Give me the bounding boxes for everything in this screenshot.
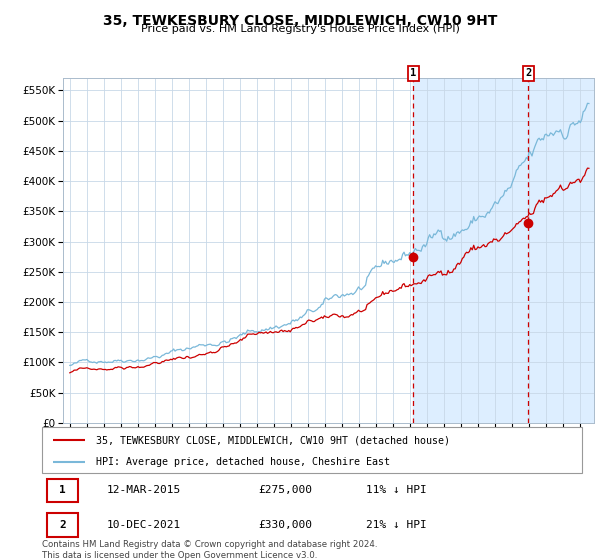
Text: £275,000: £275,000 — [258, 486, 312, 496]
Text: 11% ↓ HPI: 11% ↓ HPI — [366, 486, 427, 496]
Text: 2: 2 — [525, 68, 532, 78]
FancyBboxPatch shape — [47, 513, 77, 537]
Text: 35, TEWKESBURY CLOSE, MIDDLEWICH, CW10 9HT (detached house): 35, TEWKESBURY CLOSE, MIDDLEWICH, CW10 9… — [96, 435, 450, 445]
Text: 21% ↓ HPI: 21% ↓ HPI — [366, 520, 427, 530]
FancyBboxPatch shape — [47, 478, 77, 502]
Text: 2: 2 — [59, 520, 66, 530]
Text: 1: 1 — [59, 486, 66, 496]
Text: Price paid vs. HM Land Registry's House Price Index (HPI): Price paid vs. HM Land Registry's House … — [140, 24, 460, 34]
Text: Contains HM Land Registry data © Crown copyright and database right 2024.
This d: Contains HM Land Registry data © Crown c… — [42, 540, 377, 560]
Text: 12-MAR-2015: 12-MAR-2015 — [107, 486, 181, 496]
FancyBboxPatch shape — [42, 427, 582, 473]
Bar — [413, 78, 600, 423]
Text: 1: 1 — [410, 68, 416, 78]
Text: 10-DEC-2021: 10-DEC-2021 — [107, 520, 181, 530]
Text: £330,000: £330,000 — [258, 520, 312, 530]
Text: HPI: Average price, detached house, Cheshire East: HPI: Average price, detached house, Ches… — [96, 457, 390, 467]
Text: 35, TEWKESBURY CLOSE, MIDDLEWICH, CW10 9HT: 35, TEWKESBURY CLOSE, MIDDLEWICH, CW10 9… — [103, 14, 497, 28]
